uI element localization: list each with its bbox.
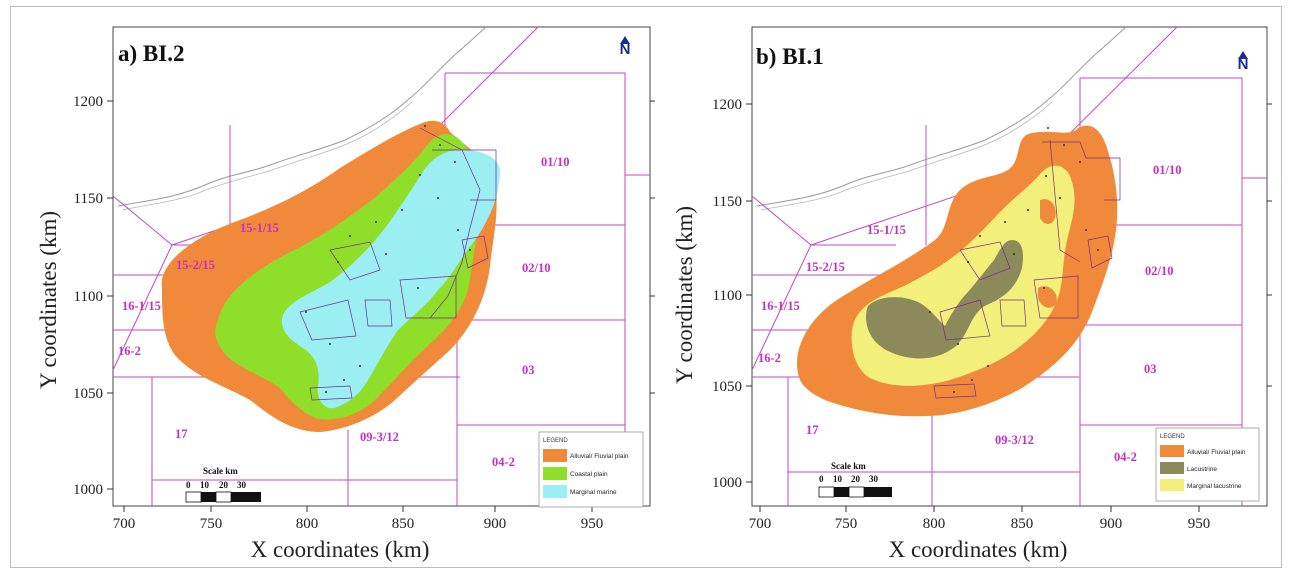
facies-alluvial-b-inlet [1040, 199, 1056, 224]
wells-b [929, 127, 1099, 393]
ytick-a: 1050 [73, 386, 103, 402]
scale-label-a: 0 [186, 480, 191, 490]
scale-title-b: Scale km [831, 461, 866, 471]
legend-swatch-marine-a [543, 485, 567, 498]
legend-swatch-marginal-lacustrine-b [1160, 479, 1184, 491]
north-arrow-b: N [1238, 56, 1249, 73]
block-label-a: 15-2/15 [176, 258, 215, 272]
legend-swatch-coastal-a [543, 467, 567, 480]
block-label-b: 15-2/15 [806, 260, 845, 274]
scale-label-a: 30 [237, 480, 247, 490]
facies-alluvial-b-inlet-2 [1038, 286, 1057, 308]
wells-a [305, 125, 471, 393]
block-label-a: 17 [175, 427, 188, 441]
legend-item-b: Alluvial/ Fluvial plain [1187, 449, 1246, 456]
x-axis-title-b: X coordinates (km) [889, 537, 1068, 562]
xtick-a: 750 [200, 516, 223, 532]
coastline-b [756, 26, 1127, 207]
axis-ticks-b [746, 103, 1272, 512]
ytick-b: 1200 [712, 97, 742, 113]
block-label-b: 03 [1144, 362, 1157, 376]
north-arrow-icon [1238, 51, 1248, 59]
ytick-a: 1200 [73, 94, 103, 110]
xtick-a: 800 [296, 516, 319, 532]
block-label-b: 09-3/12 [995, 433, 1034, 447]
scale-bar-b: Scale km 0 10 20 30 [818, 461, 892, 498]
xtick-a: 850 [392, 516, 415, 532]
block-label-b: 16-2 [758, 351, 781, 365]
scale-bar-a: Scale km 0 10 20 30 [185, 466, 261, 503]
xtick-a: 700 [113, 516, 136, 532]
coastline-a-2 [121, 101, 413, 211]
legend-title-b: LEGEND [1160, 434, 1185, 440]
xtick-b: 950 [1188, 516, 1211, 532]
block-label-b: 04-2 [1114, 450, 1137, 464]
block-label-a: 09-3/12 [360, 430, 399, 444]
block-label-a: 15-1/15 [240, 221, 279, 235]
block-label-b: 01/10 [1153, 163, 1181, 177]
block-label-b: 02/10 [1145, 264, 1173, 278]
scale-label-a: 10 [200, 480, 210, 490]
ytick-b: 1150 [713, 194, 742, 210]
north-arrow-a: N [620, 41, 631, 58]
block-label-a: 02/10 [522, 261, 550, 275]
panel-b-title: b) BI.1 [756, 44, 824, 69]
scale-label-b: 30 [869, 474, 879, 484]
north-arrow-icon [620, 36, 630, 44]
ytick-a: 1150 [74, 191, 103, 207]
legend-swatch-lacustrine-b [1160, 462, 1184, 474]
legend-item-b: Lacustrine [1187, 466, 1217, 473]
ytick-b: 1050 [712, 379, 742, 395]
legend-item-a: Marginal marine [570, 489, 617, 496]
legend-item-a: Coastal plain [570, 471, 608, 478]
block-label-b: 17 [806, 423, 819, 437]
scale-label-b: 0 [819, 474, 824, 484]
scale-label-b: 10 [833, 474, 843, 484]
block-label-a: 16-1/15 [122, 299, 161, 313]
facies-marine-a [281, 149, 500, 409]
y-axis-title-a: Y coordinates (km) [36, 211, 61, 389]
xtick-b: 850 [1011, 516, 1034, 532]
ytick-b: 1000 [712, 475, 742, 491]
scale-label-b: 20 [851, 474, 861, 484]
xtick-b: 800 [923, 516, 946, 532]
legend-title-a: LEGEND [543, 438, 568, 444]
ytick-b: 1100 [713, 288, 742, 304]
legend-swatch-alluvial-b [1160, 445, 1184, 457]
scale-label-a: 20 [219, 480, 229, 490]
legend-item-b: Marginal lacustrine [1187, 483, 1242, 490]
coastline-b-2 [760, 101, 1053, 211]
xtick-b: 900 [1100, 516, 1123, 532]
scale-title-a: Scale km [203, 466, 238, 476]
xtick-a: 950 [581, 516, 604, 532]
y-axis-title-b: Y coordinates (km) [672, 206, 697, 384]
block-label-a: 16-2 [118, 344, 141, 358]
legend-a: LEGEND Alluvial/ Fluvial plain Coastal p… [538, 431, 644, 508]
legend-b: LEGEND Alluvial/ Fluvial plain Lacustrin… [1155, 427, 1260, 502]
block-label-a: 03 [522, 363, 535, 377]
ytick-a: 1000 [73, 482, 103, 498]
panel-a [107, 26, 655, 512]
facies-lacustrine-b [866, 240, 1023, 359]
panel-a-title: a) BI.2 [118, 41, 184, 66]
block-label-a: 04-2 [492, 455, 515, 469]
xtick-a: 900 [484, 516, 507, 532]
xtick-b: 750 [835, 516, 858, 532]
x-axis-title-a: X coordinates (km) [251, 537, 430, 562]
block-label-b: 15-1/15 [867, 223, 906, 237]
block-label-a: 01/10 [541, 155, 569, 169]
xtick-b: 700 [749, 516, 772, 532]
legend-item-a: Alluvial/ Fluvial plain [570, 453, 629, 460]
field-outlines-a [299, 127, 497, 401]
coastline-a [117, 26, 487, 207]
ytick-a: 1100 [74, 289, 103, 305]
field-outlines-b [933, 139, 1121, 399]
legend-swatch-alluvial-a [543, 449, 567, 462]
panel-b [746, 26, 1272, 512]
block-label-b: 16-1/15 [761, 299, 800, 313]
